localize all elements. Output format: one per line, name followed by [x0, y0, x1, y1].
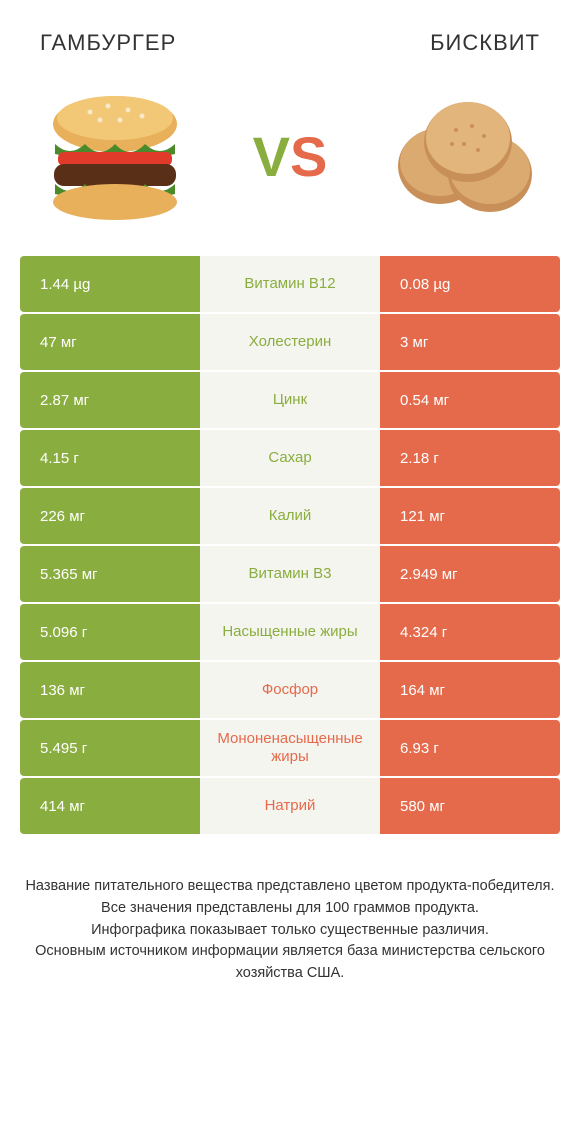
- value-right: 0.08 µg: [380, 256, 560, 312]
- value-left: 226 мг: [20, 488, 200, 544]
- vs-s: S: [290, 124, 327, 189]
- footer-line: Все значения представлены для 100 граммо…: [20, 898, 560, 920]
- value-right: 2.949 мг: [380, 546, 560, 602]
- hamburger-image: [30, 86, 200, 226]
- value-left: 414 мг: [20, 778, 200, 834]
- hero-row: VS: [0, 66, 580, 256]
- biscuit-image: [380, 86, 550, 226]
- value-right: 0.54 мг: [380, 372, 560, 428]
- value-left: 5.495 г: [20, 720, 200, 776]
- value-left: 136 мг: [20, 662, 200, 718]
- value-left: 5.365 мг: [20, 546, 200, 602]
- table-row: 47 мгХолестерин3 мг: [20, 314, 560, 370]
- nutrient-label: Холестерин: [200, 314, 380, 370]
- nutrient-label: Цинк: [200, 372, 380, 428]
- footer-line: Название питательного вещества представл…: [20, 876, 560, 898]
- vs-v: V: [253, 124, 290, 189]
- nutrient-label: Насыщенные жиры: [200, 604, 380, 660]
- nutrient-label: Мононенасыщенные жиры: [200, 720, 380, 776]
- titles-row: ГАМБУРГЕР БИСКВИТ: [0, 0, 580, 66]
- value-left: 1.44 µg: [20, 256, 200, 312]
- table-row: 136 мгФосфор164 мг: [20, 662, 560, 718]
- table-row: 4.15 гСахар2.18 г: [20, 430, 560, 486]
- nutrient-label: Фосфор: [200, 662, 380, 718]
- nutrient-label: Сахар: [200, 430, 380, 486]
- title-left: ГАМБУРГЕР: [40, 30, 176, 56]
- nutrient-label: Витамин B12: [200, 256, 380, 312]
- table-row: 2.87 мгЦинк0.54 мг: [20, 372, 560, 428]
- value-right: 3 мг: [380, 314, 560, 370]
- value-right: 2.18 г: [380, 430, 560, 486]
- value-right: 121 мг: [380, 488, 560, 544]
- value-left: 2.87 мг: [20, 372, 200, 428]
- table-row: 1.44 µgВитамин B120.08 µg: [20, 256, 560, 312]
- vs-label: VS: [253, 124, 328, 189]
- value-left: 47 мг: [20, 314, 200, 370]
- comparison-table: 1.44 µgВитамин B120.08 µg47 мгХолестерин…: [0, 256, 580, 834]
- nutrient-label: Натрий: [200, 778, 380, 834]
- footer-note: Название питательного вещества представл…: [0, 836, 580, 985]
- value-right: 4.324 г: [380, 604, 560, 660]
- table-row: 414 мгНатрий580 мг: [20, 778, 560, 834]
- table-row: 5.365 мгВитамин B32.949 мг: [20, 546, 560, 602]
- value-left: 5.096 г: [20, 604, 200, 660]
- nutrient-label: Витамин B3: [200, 546, 380, 602]
- value-left: 4.15 г: [20, 430, 200, 486]
- table-row: 226 мгКалий121 мг: [20, 488, 560, 544]
- footer-line: Основным источником информации является …: [20, 941, 560, 985]
- title-right: БИСКВИТ: [430, 30, 540, 56]
- footer-line: Инфографика показывает только существенн…: [20, 920, 560, 942]
- table-row: 5.096 гНасыщенные жиры4.324 г: [20, 604, 560, 660]
- value-right: 580 мг: [380, 778, 560, 834]
- value-right: 6.93 г: [380, 720, 560, 776]
- table-row: 5.495 гМононенасыщенные жиры6.93 г: [20, 720, 560, 776]
- value-right: 164 мг: [380, 662, 560, 718]
- nutrient-label: Калий: [200, 488, 380, 544]
